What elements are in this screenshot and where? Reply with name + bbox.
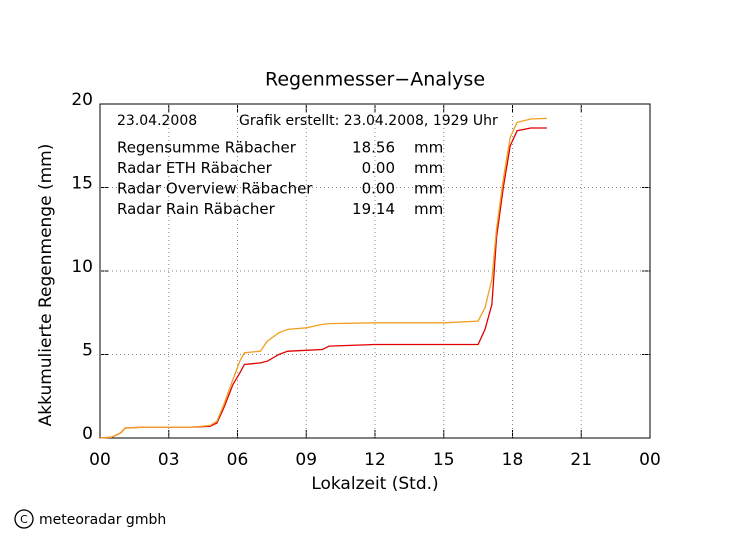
x-tick-label: 15 [433,450,455,470]
legend-total: 0.00 [362,159,395,177]
y-tick-label: 10 [71,257,93,277]
copyright-c: C [20,513,28,526]
x-tick-label: 00 [639,450,661,470]
legend-total: 0.00 [362,180,395,198]
legend-name: Radar Overview Räbacher [117,180,313,198]
footer: meteoradar gmbh [39,512,166,528]
legend-unit: mm [414,200,443,218]
x-tick-label: 09 [295,450,317,470]
legend-name: Radar Rain Räbacher [117,200,276,218]
legend-name: Regensumme Räbacher [117,139,297,157]
legend-unit: mm [414,139,443,157]
legend-name: Radar ETH Räbacher [117,159,273,177]
x-tick-label: 03 [158,450,180,470]
chart-title: Regenmesser−Analyse [265,69,485,91]
legend-total: 19.14 [352,200,395,218]
date: 23.04.2008 [117,113,197,129]
x-tick-label: 18 [502,450,524,470]
copyright-circle [14,509,34,529]
x-axis-label: Lokalzeit (Std.) [311,474,438,494]
y-tick-label: 0 [82,424,93,444]
legend-unit: mm [414,159,443,177]
y-tick-label: 15 [71,174,93,194]
y-axis-label: Akkumulierte Regenmenge (mm) [36,144,56,427]
created: Grafik erstellt: 23.04.2008, 1929 Uhr [239,113,498,129]
x-tick-label: 06 [227,450,249,470]
x-tick-label: 21 [570,450,592,470]
legend-total: 18.56 [352,139,395,157]
x-tick-label: 12 [364,450,386,470]
x-tick-label: 00 [89,450,111,470]
y-tick-label: 20 [71,90,93,110]
y-tick-label: 5 [82,341,93,361]
legend-unit: mm [414,180,443,198]
series-line [99,117,547,439]
